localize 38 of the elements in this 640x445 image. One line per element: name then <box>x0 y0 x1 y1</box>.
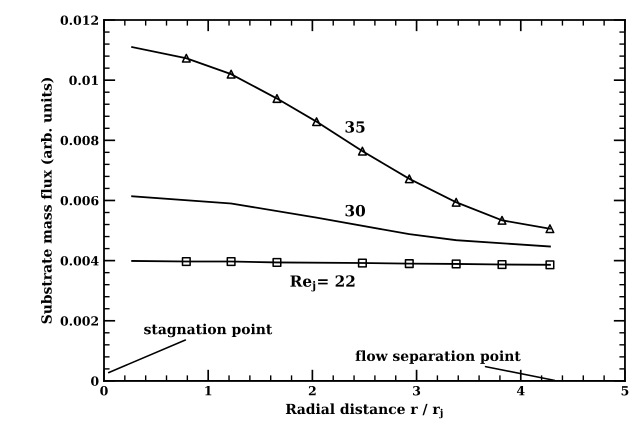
y-axis-title: Substrate mass flux (arb. units) <box>41 78 54 324</box>
x-tick-label: 5 <box>622 386 628 396</box>
y-tick-label: 0.01 <box>69 76 98 86</box>
y-tick-label: 0.006 <box>60 196 98 206</box>
annotation: 35 <box>346 121 365 133</box>
x-axis-title: Radial distance r / r$_{j}$ <box>286 403 443 418</box>
point <box>404 259 414 268</box>
point <box>272 94 282 104</box>
point <box>226 70 236 79</box>
y-tick-label: 0.002 <box>60 316 98 326</box>
x-tick-label: 2 <box>308 386 316 396</box>
x-tick-label: 3 <box>413 386 420 396</box>
point <box>545 224 555 234</box>
point <box>452 259 461 268</box>
point <box>358 146 367 156</box>
x-tick-label: 0 <box>100 386 108 396</box>
annotation: stagnation point <box>144 324 272 338</box>
annotation: 30 <box>346 204 366 216</box>
line-series <box>131 195 551 248</box>
y-tick-label: 0.012 <box>60 15 98 25</box>
point <box>358 258 367 268</box>
point <box>452 198 461 207</box>
point <box>497 216 507 225</box>
y-tick-label: 0 <box>91 376 99 386</box>
point <box>182 256 191 266</box>
y-tick-label: 0.004 <box>60 256 99 266</box>
point <box>497 260 507 270</box>
y-tick-label: 0.008 <box>60 136 98 146</box>
point <box>545 260 555 270</box>
point <box>182 54 191 63</box>
annotation: Re$_{j}$= 22 <box>290 275 354 292</box>
x-tick-label: 4 <box>516 386 525 396</box>
point <box>404 174 414 184</box>
annotation: flow separation point <box>356 350 521 364</box>
x-tick-label: 1 <box>205 386 212 396</box>
point <box>226 256 236 266</box>
point <box>272 258 282 267</box>
point <box>312 117 322 126</box>
